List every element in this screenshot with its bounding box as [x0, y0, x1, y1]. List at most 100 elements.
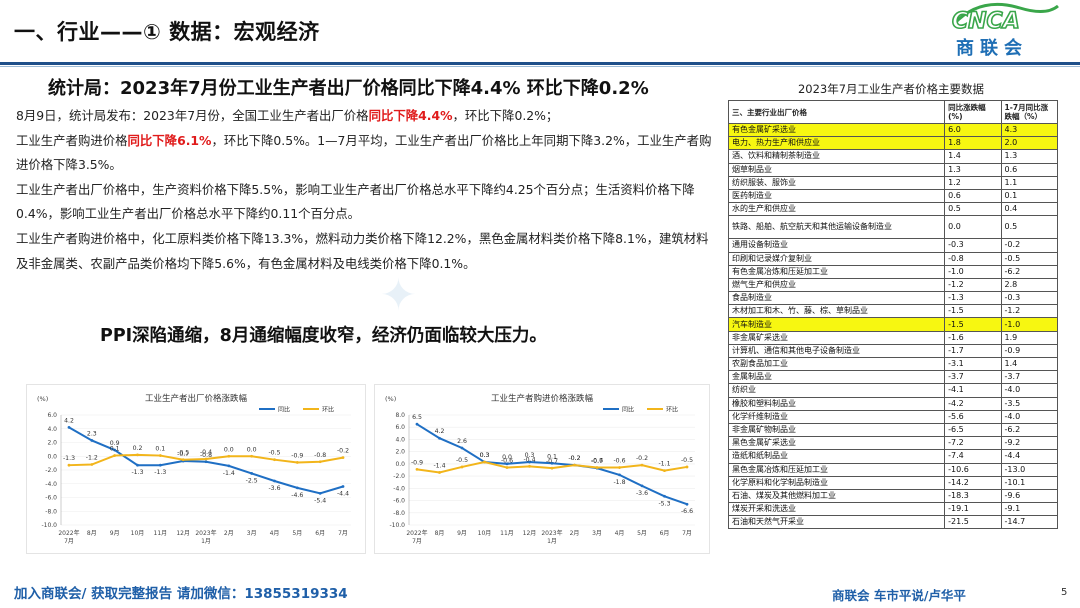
- data-point: [341, 456, 345, 460]
- article-body: 8月9日，统计局发布：2023年7月份，全国工业生产者出厂价格同比下降4.4%，…: [16, 104, 716, 276]
- legend-label: 同比: [622, 406, 634, 414]
- yoy-value: 0.5: [944, 202, 1002, 217]
- y-tick-label: 0.0: [47, 453, 57, 460]
- data-point: [67, 463, 71, 467]
- data-label: 4.2: [64, 417, 74, 424]
- data-label: -0.7: [177, 451, 189, 458]
- data-point: [460, 446, 464, 450]
- x-tick-label: 2022年: [406, 529, 427, 537]
- y-tick-label: 4.0: [47, 426, 57, 433]
- data-point: [528, 460, 531, 464]
- y-tick-label: 2.0: [395, 449, 405, 456]
- chart-title: 工业生产者出厂价格涨跌幅: [145, 393, 248, 404]
- table-row: 纺织服装、服饰业 1.2 1.1: [727, 175, 1059, 190]
- industry-name: 有色金属矿采选业: [727, 122, 946, 138]
- table-title: 2023年7月工业生产者价格主要数据: [797, 82, 985, 96]
- x-tick-label: 10月: [131, 530, 145, 537]
- table-row: 燃气生产和供应业 -1.2 2.8: [727, 277, 1059, 293]
- data-label: -4.4: [337, 491, 349, 498]
- data-point: [136, 463, 139, 467]
- industry-name: 化学纤维制造业: [727, 409, 946, 424]
- data-point: [273, 458, 276, 462]
- data-point: [685, 502, 689, 506]
- y-tick-label: -2.0: [45, 467, 57, 474]
- yoy-value: -14.2: [944, 475, 1002, 490]
- yoy-value: -1.3: [944, 291, 1002, 306]
- data-label: -0.9: [291, 452, 303, 459]
- data-label: -1.4: [223, 470, 235, 477]
- data-label: -1.1: [658, 461, 670, 468]
- chart-unit: (%): [385, 395, 396, 403]
- x-tick-label: 5月: [637, 530, 647, 537]
- footer-author: 商联会 车市平说/卢华平: [832, 588, 966, 603]
- table-row: 造纸和纸制品业 -7.4 -4.4: [727, 449, 1059, 464]
- x-tick-label: 3月: [592, 530, 602, 537]
- header-divider-thin: [0, 66, 1080, 67]
- industry-name: 通用设备制造业: [727, 238, 946, 253]
- yoy-value: 0.6: [944, 188, 1002, 204]
- ytd-value: -9.1: [1000, 502, 1059, 517]
- data-label: -0.6: [501, 458, 513, 465]
- y-tick-label: -10.0: [389, 522, 405, 529]
- x-tick-label: 7月: [682, 530, 692, 537]
- ytd-value: 2.0: [1000, 136, 1059, 151]
- table-header-industry: 三、主要行业出厂价格: [727, 100, 946, 124]
- data-label: 0.0: [502, 454, 512, 461]
- industry-name: 黑色金属冶炼和压延加工业: [727, 462, 946, 477]
- table-row: 计算机、通信和其他电子设备制造业 -1.7 -0.9: [727, 343, 1059, 359]
- data-point: [685, 465, 689, 469]
- industry-name: 非金属矿物制品业: [727, 422, 946, 438]
- cnca-logo-mark: CNCA: [951, 2, 1059, 32]
- data-label: 0.3: [480, 452, 490, 459]
- chart-title: 工业生产者购进价格涨跌幅: [491, 393, 594, 404]
- x-tick-label: 2023年: [195, 529, 216, 537]
- table-row: 汽车制造业 -1.5 -1.0: [727, 317, 1059, 332]
- yoy-value: -21.5: [944, 515, 1002, 530]
- yoy-value: -6.5: [944, 422, 1002, 438]
- data-label: 0.0: [224, 446, 234, 453]
- table-row: 化学纤维制造业 -5.6 -4.0: [727, 409, 1059, 424]
- data-point: [113, 454, 117, 457]
- industry-name: 纺织服装、服饰业: [727, 175, 946, 190]
- top-bar: 一、行业——① 数据：宏观经济 CNCA 商联会: [0, 0, 1080, 62]
- data-label: -2.5: [246, 477, 258, 484]
- data-label: -0.2: [337, 448, 349, 455]
- data-label: -1.4: [433, 462, 445, 469]
- y-tick-label: -4.0: [393, 485, 405, 492]
- yoy-value: 0.0: [944, 215, 1002, 240]
- data-label: -0.7: [546, 458, 558, 465]
- data-point: [295, 486, 299, 490]
- data-label: 0.0: [247, 446, 257, 453]
- ytd-value: -3.7: [1000, 370, 1059, 385]
- industry-name: 纺织业: [727, 383, 946, 398]
- table-header-ytd: 1-7月同比涨跌幅（%）: [1000, 100, 1059, 124]
- table-row: 黑色金属冶炼和压延加工业 -10.6 -13.0: [727, 462, 1059, 477]
- data-label: 6.5: [412, 414, 422, 421]
- industry-name: 铁路、船舶、航空航天和其他运输设备制造业: [727, 215, 946, 240]
- ytd-value: 0.1: [1000, 188, 1059, 204]
- x-tick-label: 7月: [338, 530, 348, 537]
- data-point: [438, 471, 441, 474]
- x-tick-label: 7月: [412, 538, 422, 545]
- x-tick-label: 12月: [523, 530, 537, 537]
- ytd-value: 1.3: [1000, 149, 1059, 164]
- data-label: -0.6: [613, 458, 625, 465]
- ytd-value: -9.2: [1000, 436, 1059, 451]
- data-label: -1.3: [63, 455, 75, 462]
- cnca-logo: CNCA 商联会: [950, 2, 1062, 59]
- data-label: -1.3: [131, 469, 143, 476]
- yoy-value: 1.8: [944, 136, 1002, 151]
- data-point: [640, 463, 644, 467]
- watermark-logo: ✦: [380, 270, 417, 321]
- data-label: -0.8: [200, 452, 212, 459]
- yoy-value: -19.1: [944, 502, 1002, 517]
- y-tick-label: -2.0: [393, 473, 405, 480]
- y-tick-label: 8.0: [395, 412, 405, 419]
- chart-ppi-input-svg: 工业生产者购进价格涨跌幅 (%) 8.0 6.0 4.0 2.0 0.0 -2.0 -4.0 -6…: [385, 393, 695, 545]
- p2-highlight: 同比下降6.1%: [127, 132, 212, 148]
- table-row: 煤炭开采和洗选业 -19.1 -9.1: [727, 502, 1059, 517]
- data-point: [295, 461, 299, 464]
- header-divider: [0, 62, 1080, 65]
- data-label: -0.2: [636, 455, 648, 462]
- chart-ppi-output: 工业生产者出厂价格涨跌幅 (%) 6.0 4.0 2.0 0.0 -2.0 -4.0 -6.0 -…: [26, 384, 366, 554]
